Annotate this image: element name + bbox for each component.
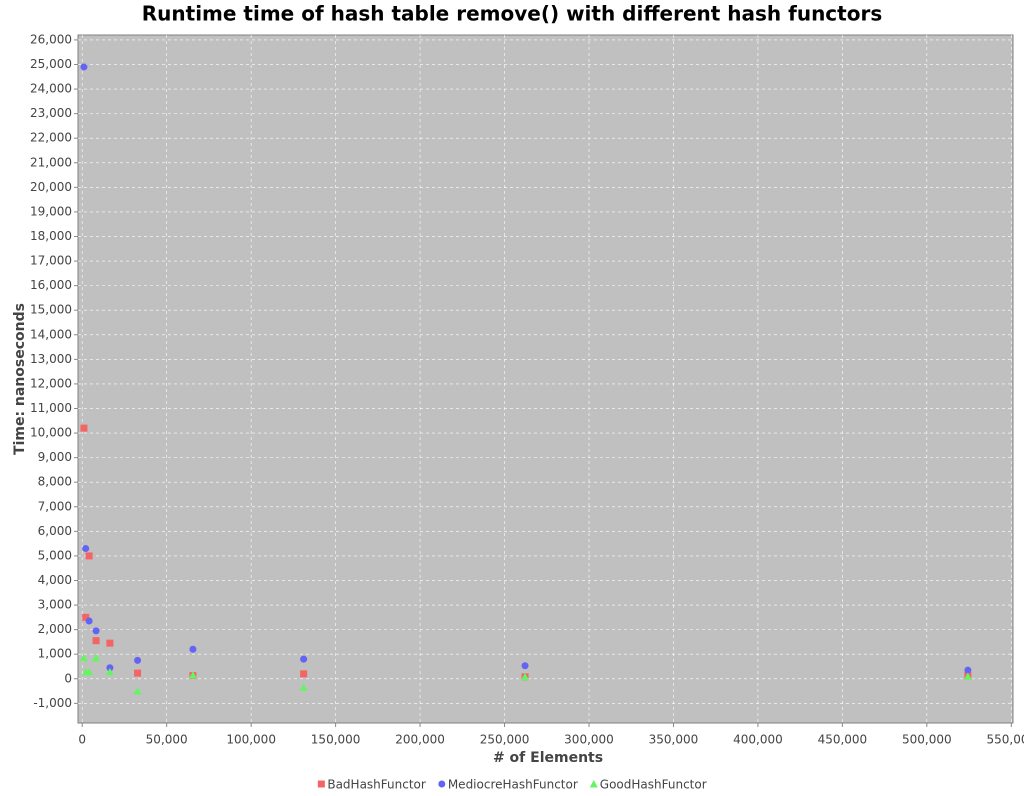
x-tick-label: 450,000 (818, 733, 868, 747)
y-tick-label: 15,000 (30, 303, 72, 317)
point (80, 424, 88, 432)
y-tick-label: 1,000 (38, 647, 72, 661)
y-tick-label: 0 (64, 671, 72, 685)
point (188, 671, 197, 679)
point (92, 627, 100, 635)
y-tick-label: 14,000 (30, 327, 72, 341)
point (80, 63, 88, 71)
point (133, 687, 142, 695)
x-tick-label: 350,000 (649, 733, 699, 747)
y-tick-label: 16,000 (30, 278, 72, 292)
y-tick-label: 25,000 (30, 57, 72, 71)
x-tick-label: 250,000 (480, 733, 530, 747)
chart-title: Runtime time of hash table remove() with… (142, 2, 882, 26)
x-tick-label: 150,000 (311, 733, 361, 747)
point (85, 667, 94, 676)
y-tick-label: 20,000 (30, 180, 72, 194)
legend-label: MediocreHashFunctor (448, 778, 578, 792)
y-tick-label: 2,000 (38, 622, 72, 636)
point (300, 670, 308, 678)
point (92, 637, 100, 645)
point (105, 667, 114, 676)
point (964, 666, 972, 674)
point (82, 613, 90, 621)
y-tick-label: 24,000 (30, 82, 72, 96)
x-tick-label: 100,000 (226, 733, 276, 747)
x-tick-label: 300,000 (564, 733, 614, 747)
y-tick-label: 13,000 (30, 352, 72, 366)
x-tick-label: 400,000 (733, 733, 783, 747)
y-tick-label: 10,000 (30, 426, 72, 440)
point (299, 683, 308, 691)
x-axis-label: # of Elements (493, 750, 603, 766)
y-tick-label: 5,000 (38, 548, 72, 562)
point (521, 662, 529, 670)
y-tick-label: 19,000 (30, 204, 72, 218)
point (85, 552, 93, 560)
legend-marker (589, 780, 598, 788)
point (189, 645, 197, 653)
point (106, 664, 114, 672)
y-tick-label: 18,000 (30, 229, 72, 243)
point (134, 656, 142, 664)
y-tick-label: 6,000 (38, 524, 72, 538)
plot-area (77, 34, 1014, 724)
point (92, 653, 101, 662)
y-tick-label: 22,000 (30, 131, 72, 145)
y-tick-label: 26,000 (30, 32, 72, 46)
x-tick-label: 0 (78, 733, 86, 747)
legend-label: GoodHashFunctor (600, 778, 707, 792)
y-tick-label: 3,000 (38, 598, 72, 612)
y-tick-label: 17,000 (30, 254, 72, 268)
point (79, 653, 88, 662)
y-tick-label: -1,000 (33, 696, 72, 710)
y-tick-label: 23,000 (30, 106, 72, 120)
y-tick-label: 21,000 (30, 155, 72, 169)
y-tick-label: 9,000 (38, 450, 72, 464)
point (963, 672, 972, 680)
legend-marker (317, 780, 325, 788)
x-tick-label: 500,000 (902, 733, 952, 747)
point (82, 545, 90, 553)
legend-marker (438, 780, 446, 788)
y-tick-label: 7,000 (38, 499, 72, 513)
y-tick-label: 11,000 (30, 401, 72, 415)
legend-label: BadHashFunctor (327, 778, 426, 792)
point (521, 672, 530, 681)
point (85, 617, 93, 625)
x-tick-label: 200,000 (395, 733, 445, 747)
x-tick-label: 50,000 (146, 733, 188, 747)
y-axis-label: Time: nanoseconds (12, 303, 28, 455)
point (134, 669, 142, 677)
y-tick-label: 4,000 (38, 573, 72, 587)
point (300, 655, 308, 663)
y-tick-label: 12,000 (30, 376, 72, 390)
x-tick-label: 550,000 (986, 733, 1024, 747)
y-tick-label: 8,000 (38, 475, 72, 489)
point (106, 639, 114, 647)
